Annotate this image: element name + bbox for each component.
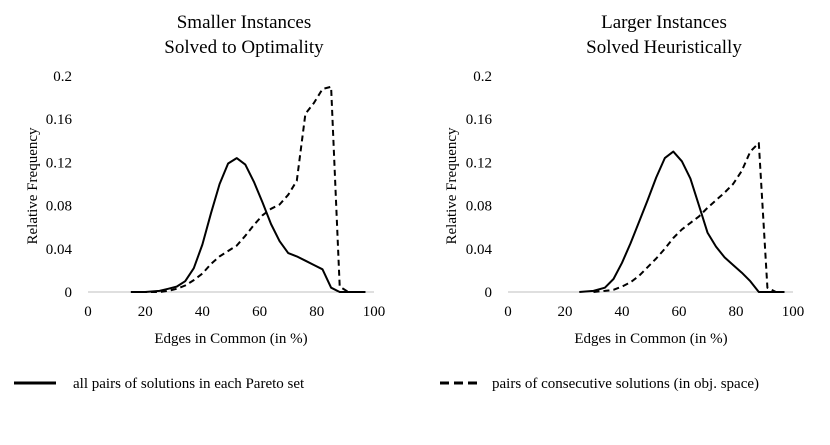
chart-left-x-tick-label: 100 (363, 304, 386, 320)
chart-right-y-axis-label: Relative Frequency (444, 127, 460, 245)
chart-left-title-line-2: Solved to Optimality (164, 37, 324, 58)
chart-right-y-tick-label: 0 (485, 285, 493, 301)
chart-left-x-tick-label: 40 (195, 304, 210, 320)
chart-right-x-tick-label: 100 (782, 304, 805, 320)
chart-left-y-tick-label: 0.08 (46, 199, 72, 215)
chart-left-x-tick-label: 60 (252, 304, 267, 320)
chart-right-series (579, 142, 785, 293)
chart-left-y-ticks: 0 0.04 0.08 0.12 0.16 0.2 (46, 69, 73, 301)
chart-right: Larger Instances Solved Heuristically Re… (444, 12, 804, 347)
legend-dashed-label: pairs of consecutive solutions (in obj. … (492, 376, 759, 392)
legend-solid-label: all pairs of solutions in each Pareto se… (73, 376, 305, 392)
chart-left-y-tick-label: 0.04 (46, 242, 73, 258)
chart-right-x-tick-label: 80 (729, 304, 744, 320)
chart-right-y-tick-label: 0.2 (473, 69, 492, 85)
chart-right-y-tick-label: 0.16 (466, 112, 493, 128)
chart-right-title-line-1: Larger Instances (601, 12, 727, 33)
chart-left-x-ticks: 0 20 40 60 80 100 (84, 304, 385, 320)
chart-left-y-axis-label: Relative Frequency (25, 127, 41, 245)
chart-right-y-tick-label: 0.12 (466, 155, 492, 171)
chart-right-x-tick-label: 60 (672, 304, 687, 320)
chart-right-x-axis-label: Edges in Common (in %) (574, 331, 727, 347)
chart-right-series-solid-line (579, 150, 785, 293)
chart-left-series-dashed-line (130, 85, 366, 293)
legend: all pairs of solutions in each Pareto se… (14, 376, 759, 392)
chart-left-y-tick-label: 0.12 (46, 155, 72, 171)
chart-right-x-ticks: 0 20 40 60 80 100 (504, 304, 804, 320)
chart-left-x-axis-label: Edges in Common (in %) (154, 331, 307, 347)
chart-left-y-tick-label: 0.2 (53, 69, 72, 85)
chart-right-y-ticks: 0 0.04 0.08 0.12 0.16 0.2 (466, 69, 493, 301)
chart-left-x-tick-label: 0 (84, 304, 92, 320)
chart-left: Smaller Instances Solved to Optimality R… (25, 12, 385, 347)
chart-left-y-tick-label: 0 (65, 285, 73, 301)
chart-right-y-tick-label: 0.04 (466, 242, 493, 258)
chart-right-title-line-2: Solved Heuristically (586, 37, 742, 58)
chart-left-y-tick-label: 0.16 (46, 112, 73, 128)
chart-left-series-solid-line (130, 157, 366, 293)
chart-right-series-dashed-line (593, 142, 785, 293)
chart-right-x-tick-label: 40 (615, 304, 630, 320)
chart-left-x-tick-label: 20 (138, 304, 153, 320)
chart-left-x-tick-label: 80 (309, 304, 324, 320)
chart-left-title-line-1: Smaller Instances (177, 12, 312, 33)
chart-right-y-tick-label: 0.08 (466, 199, 492, 215)
chart-right-x-tick-label: 20 (558, 304, 573, 320)
chart-right-x-tick-label: 0 (504, 304, 512, 320)
chart-left-series (130, 85, 366, 293)
